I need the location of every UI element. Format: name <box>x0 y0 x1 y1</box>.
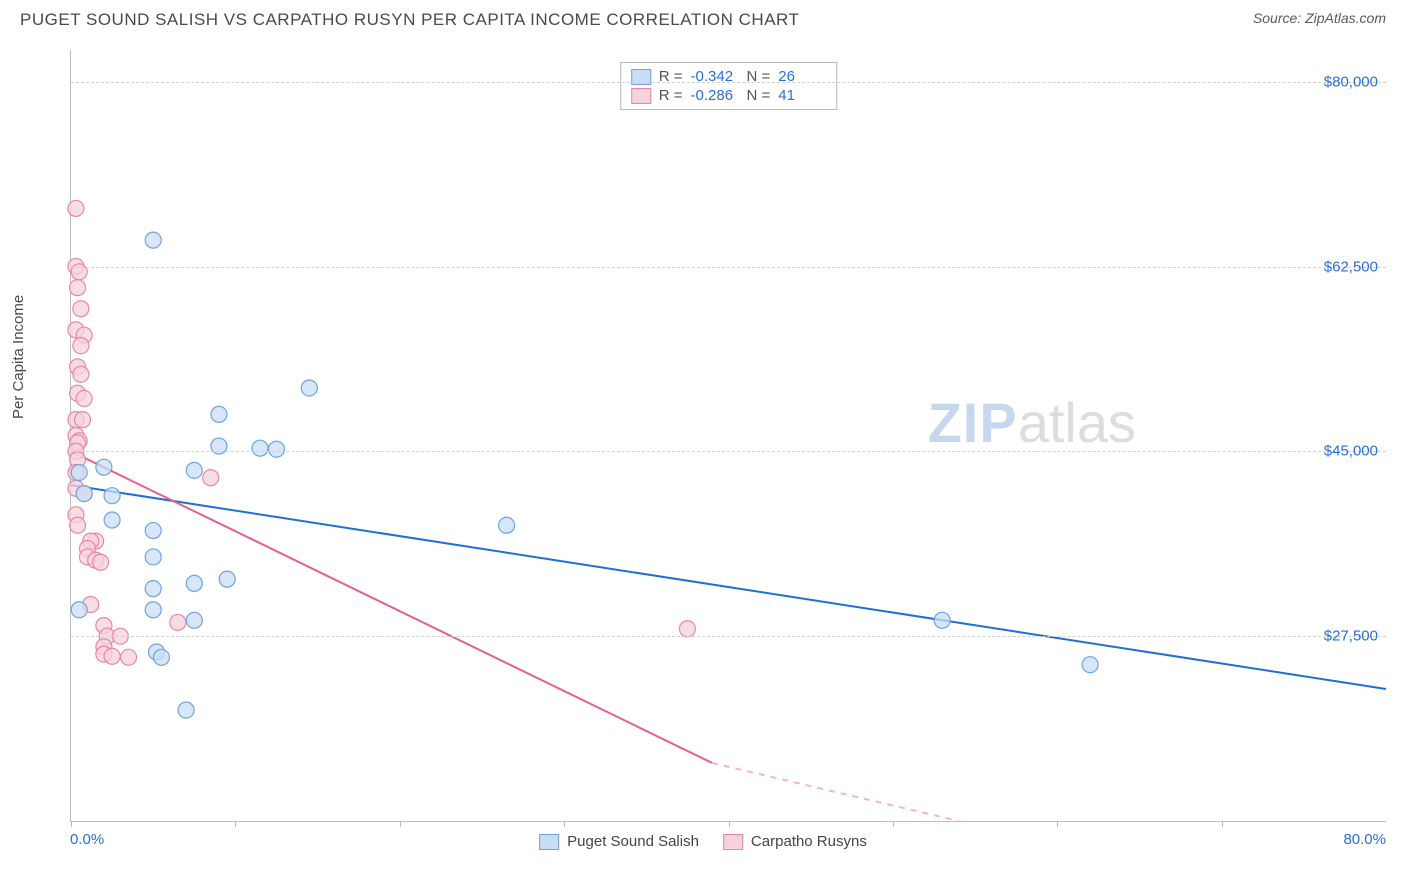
legend-item-rusyn: Carpatho Rusyns <box>723 833 867 850</box>
legend-series: Puget Sound Salish Carpatho Rusyns <box>539 833 867 850</box>
data-point <box>73 301 89 317</box>
data-point <box>76 486 92 502</box>
data-point <box>219 571 235 587</box>
legend-stats-row-salish: R = -0.342 N = 26 <box>631 67 827 86</box>
data-point <box>96 459 112 475</box>
y-tick-label: $27,500 <box>1324 628 1378 645</box>
data-point <box>145 549 161 565</box>
data-point <box>70 280 86 296</box>
data-point <box>203 470 219 486</box>
rusyn-n-value: 41 <box>778 87 826 104</box>
data-point <box>301 380 317 396</box>
data-point <box>68 200 84 216</box>
data-point <box>153 649 169 665</box>
x-axis-max-label: 80.0% <box>1343 831 1386 848</box>
data-point <box>75 412 91 428</box>
data-point <box>186 575 202 591</box>
y-tick-label: $62,500 <box>1324 258 1378 275</box>
source-attribution: Source: ZipAtlas.com <box>1253 10 1386 26</box>
data-point <box>73 366 89 382</box>
source-label: Source: <box>1253 10 1301 26</box>
data-point <box>93 554 109 570</box>
data-point <box>211 406 227 422</box>
data-point <box>71 464 87 480</box>
chart-svg <box>71 50 1386 821</box>
data-point <box>1082 657 1098 673</box>
data-point <box>499 517 515 533</box>
data-point <box>104 512 120 528</box>
data-point <box>73 338 89 354</box>
plot-area: ZIPatlas R = -0.342 N = 26 R = -0.286 N … <box>70 50 1386 822</box>
y-tick-label: $80,000 <box>1324 73 1378 90</box>
data-point <box>934 612 950 628</box>
data-point <box>186 612 202 628</box>
data-point <box>145 523 161 539</box>
chart-container: Per Capita Income ZIPatlas R = -0.342 N … <box>20 45 1386 852</box>
data-point <box>679 621 695 637</box>
data-point <box>252 440 268 456</box>
n-label: N = <box>747 87 771 104</box>
data-point <box>104 648 120 664</box>
data-point <box>178 702 194 718</box>
y-tick-label: $45,000 <box>1324 443 1378 460</box>
data-point <box>121 649 137 665</box>
series-name-salish: Puget Sound Salish <box>567 833 699 850</box>
data-point <box>145 602 161 618</box>
r-label: R = <box>659 87 683 104</box>
y-axis-label: Per Capita Income <box>10 294 27 418</box>
data-point <box>170 614 186 630</box>
x-axis-min-label: 0.0% <box>70 831 104 848</box>
swatch-rusyn <box>631 88 651 104</box>
swatch-salish <box>539 834 559 850</box>
data-point <box>268 441 284 457</box>
data-point <box>71 602 87 618</box>
data-point <box>70 517 86 533</box>
data-point <box>145 581 161 597</box>
swatch-rusyn <box>723 834 743 850</box>
legend-stats-row-rusyn: R = -0.286 N = 41 <box>631 86 827 105</box>
rusyn-r-value: -0.286 <box>691 87 739 104</box>
data-point <box>145 232 161 248</box>
legend-stats: R = -0.342 N = 26 R = -0.286 N = 41 <box>620 62 838 110</box>
data-point <box>76 391 92 407</box>
legend-item-salish: Puget Sound Salish <box>539 833 699 850</box>
series-name-rusyn: Carpatho Rusyns <box>751 833 867 850</box>
chart-title: PUGET SOUND SALISH VS CARPATHO RUSYN PER… <box>20 10 799 30</box>
data-point <box>186 462 202 478</box>
data-point <box>104 488 120 504</box>
source-value: ZipAtlas.com <box>1305 10 1386 26</box>
